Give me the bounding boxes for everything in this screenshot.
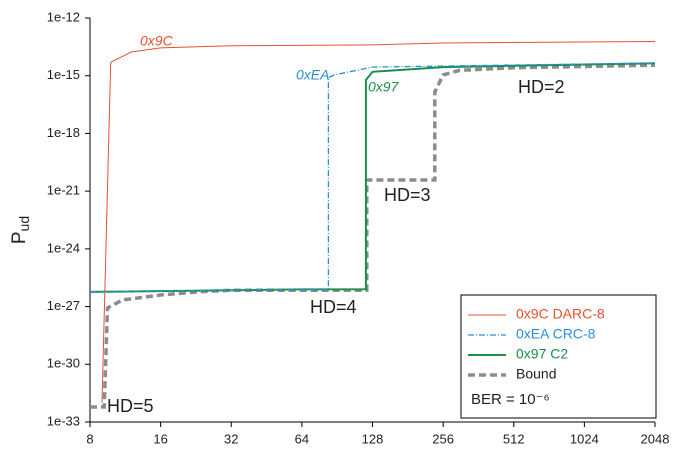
x-tick-label: 16 [153,431,167,446]
y-tick-label: 1e-12 [47,9,80,24]
x-tick-label: 256 [432,431,454,446]
annotation: HD=4 [310,297,357,317]
y-tick-label: 1e-18 [47,125,80,140]
x-tick-label: 1024 [570,431,599,446]
x-tick-label: 128 [362,431,384,446]
annotation: HD=3 [384,185,431,205]
series-line [89,62,656,293]
legend-label: 0xEA CRC-8 [516,326,596,342]
y-tick-label: 1e-15 [47,67,80,82]
y-label-main: P [9,231,30,244]
y-label-sub: ud [16,216,32,232]
series-line [90,63,656,409]
x-tick-label: 512 [503,431,525,446]
x-tick-label: 2048 [641,431,670,446]
y-tick-label: 1e-27 [47,298,80,313]
legend-label: 0x97 C2 [516,346,568,362]
annotation: HD=2 [518,77,565,97]
x-tick-label: 32 [224,431,238,446]
annotation: 0x9C [140,33,174,49]
annotation: 0xEA [296,67,329,83]
annotation: HD=5 [107,396,154,416]
series-line [89,62,656,293]
y-tick-label: 1e-30 [47,356,80,371]
x-tick-label: 8 [86,431,93,446]
series-line [101,41,656,403]
y-axis-label: Pud [9,216,32,244]
y-tick-label: 1e-24 [47,240,80,255]
annotation: 0x97 [368,79,400,95]
legend-note: BER = 10⁻⁶ [471,391,550,408]
y-tick-label: 1e-21 [47,183,80,198]
legend-label: 0x9C DARC-8 [516,306,605,322]
y-tick-label: 1e-33 [47,413,80,428]
x-tick-label: 64 [295,431,309,446]
legend-label: Bound [516,366,556,382]
